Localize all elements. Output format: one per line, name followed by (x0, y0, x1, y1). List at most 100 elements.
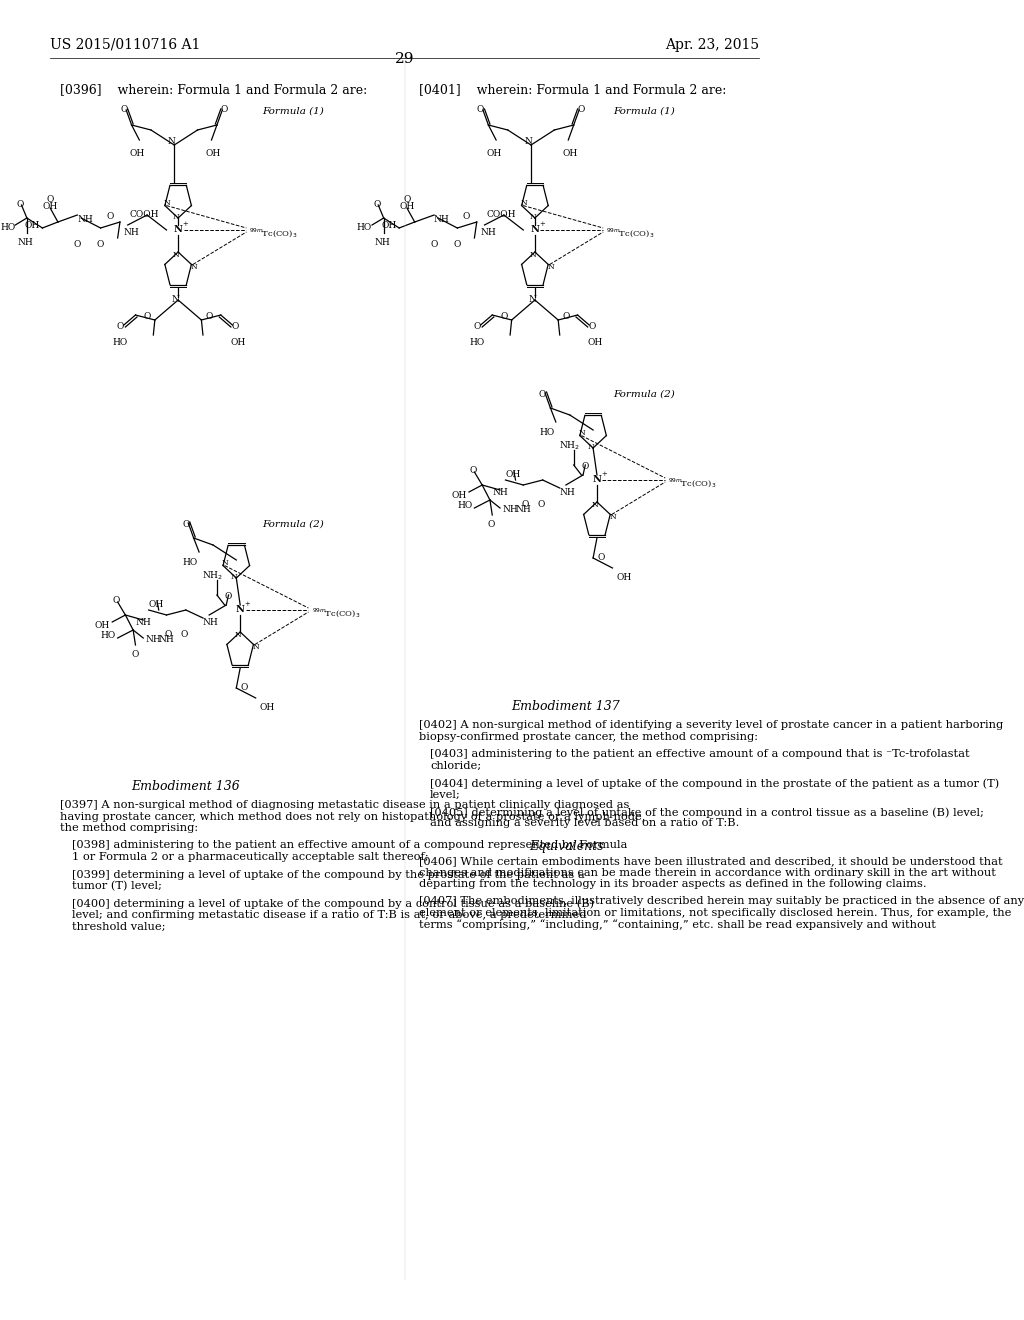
Text: NH: NH (159, 635, 174, 644)
Text: N: N (524, 137, 532, 147)
Text: and assigning a severity level based on a ratio of T:B.: and assigning a severity level based on … (430, 818, 739, 829)
Text: terms “comprising,” “including,” “containing,” etc. shall be read expansively an: terms “comprising,” “including,” “contai… (419, 920, 936, 931)
Text: COOH: COOH (129, 210, 159, 219)
Text: O: O (113, 597, 120, 605)
Text: N: N (252, 643, 259, 652)
Text: [0404] determining a level of uptake of the compound in the prostate of the pati: [0404] determining a level of uptake of … (430, 777, 999, 788)
Text: +: + (601, 470, 607, 478)
Text: +: + (539, 220, 545, 228)
Text: O: O (374, 201, 381, 209)
Text: $^{99m}$Tc(CO)$_3$: $^{99m}$Tc(CO)$_3$ (311, 606, 360, 619)
Text: 1 or Formula 2 or a pharmaceutically acceptable salt thereof;: 1 or Formula 2 or a pharmaceutically acc… (72, 851, 428, 862)
Text: NH: NH (374, 238, 390, 247)
Text: O: O (473, 322, 480, 331)
Text: NH: NH (434, 215, 450, 224)
Text: NH: NH (203, 618, 218, 627)
Text: OH: OH (616, 573, 632, 582)
Text: O: O (165, 630, 172, 639)
Text: +: + (182, 220, 188, 228)
Text: element or elements, limitation or limitations, not specifically disclosed herei: element or elements, limitation or limit… (419, 908, 1011, 917)
Text: [0405] determining a level of uptake of the compound in a control tissue as a ba: [0405] determining a level of uptake of … (430, 807, 984, 817)
Text: O: O (131, 649, 138, 659)
Text: OH: OH (588, 338, 603, 347)
Text: Apr. 23, 2015: Apr. 23, 2015 (665, 38, 759, 51)
Text: tumor (T) level;: tumor (T) level; (72, 880, 162, 891)
Text: OH: OH (506, 470, 521, 479)
Text: O: O (180, 630, 188, 639)
Text: O: O (597, 553, 604, 562)
Text: HO: HO (113, 338, 128, 347)
Text: OH: OH (486, 149, 502, 158)
Text: +: + (245, 601, 250, 609)
Text: departing from the technology in its broader aspects as defined in the following: departing from the technology in its bro… (419, 879, 926, 888)
Text: HO: HO (458, 500, 473, 510)
Text: OH: OH (43, 202, 57, 211)
Text: O: O (143, 312, 151, 321)
Text: HO: HO (100, 631, 116, 639)
Text: N: N (528, 294, 537, 304)
Text: O: O (97, 240, 104, 249)
Text: 29: 29 (395, 51, 415, 66)
Text: N: N (172, 294, 180, 304)
Text: NH: NH (515, 506, 531, 515)
Text: N: N (547, 264, 554, 272)
Text: O: O (225, 591, 232, 601)
Text: HO: HO (539, 428, 554, 437)
Text: N: N (591, 502, 598, 510)
Text: O: O (430, 240, 438, 249)
Text: O: O (562, 312, 569, 321)
Text: O: O (117, 322, 124, 331)
Text: NH: NH (559, 488, 575, 498)
Text: [0397] A non-surgical method of diagnosing metastatic disease in a patient clini: [0397] A non-surgical method of diagnosi… (60, 800, 630, 810)
Text: N: N (230, 573, 238, 581)
Text: Formula (2): Formula (2) (612, 389, 675, 399)
Text: OH: OH (382, 220, 397, 230)
Text: O: O (206, 312, 213, 321)
Text: O: O (231, 322, 240, 331)
Text: NH: NH (135, 618, 152, 627)
Text: N: N (529, 251, 536, 259)
Text: NH: NH (493, 488, 508, 498)
Text: level;: level; (430, 789, 461, 800)
Text: O: O (46, 195, 54, 205)
Text: having prostate cancer, which method does not rely on histopathology of a prosta: having prostate cancer, which method doe… (60, 812, 645, 821)
Text: N: N (168, 137, 176, 147)
Text: N: N (609, 513, 616, 521)
Text: [0402] A non-surgical method of identifying a severity level of prostate cancer : [0402] A non-surgical method of identify… (419, 719, 1002, 730)
Text: N: N (520, 198, 527, 206)
Text: [0403] administering to the patient an effective amount of a compound that is ⁻T: [0403] administering to the patient an e… (430, 748, 970, 759)
Text: OH: OH (452, 491, 467, 499)
Text: O: O (469, 466, 476, 475)
Text: N: N (172, 213, 179, 220)
Text: O: O (221, 106, 228, 114)
Text: OH: OH (259, 704, 274, 711)
Text: O: O (500, 312, 508, 321)
Text: chloride;: chloride; (430, 760, 481, 771)
Text: HO: HO (469, 338, 484, 347)
Text: O: O (477, 106, 484, 114)
Text: $^{99m}$Tc(CO)$_3$: $^{99m}$Tc(CO)$_3$ (669, 477, 717, 490)
Text: N: N (172, 251, 179, 259)
Text: N: N (236, 606, 245, 615)
Text: the method comprising:: the method comprising: (60, 822, 199, 833)
Text: O: O (538, 500, 545, 510)
Text: [0400] determining a level of uptake of the compound by a control tissue as a ba: [0400] determining a level of uptake of … (72, 899, 594, 909)
Text: N: N (588, 444, 594, 451)
Text: N: N (222, 558, 228, 566)
Text: O: O (120, 106, 128, 114)
Text: O: O (182, 520, 189, 529)
Text: O: O (454, 240, 461, 249)
Text: [0396]    wherein: Formula 1 and Formula 2 are:: [0396] wherein: Formula 1 and Formula 2 … (60, 83, 368, 96)
Text: NH: NH (480, 228, 497, 238)
Text: HO: HO (182, 558, 198, 568)
Text: OH: OH (148, 601, 164, 609)
Text: threshold value;: threshold value; (72, 921, 165, 932)
Text: N: N (174, 226, 182, 235)
Text: O: O (106, 213, 114, 220)
Text: COOH: COOH (486, 210, 515, 219)
Text: NH: NH (77, 215, 93, 224)
Text: NH$_2$: NH$_2$ (203, 570, 223, 582)
Text: NH$_2$: NH$_2$ (559, 440, 581, 453)
Text: Equivalents: Equivalents (528, 840, 603, 853)
Text: $^{99m}$Tc(CO)$_3$: $^{99m}$Tc(CO)$_3$ (250, 226, 298, 240)
